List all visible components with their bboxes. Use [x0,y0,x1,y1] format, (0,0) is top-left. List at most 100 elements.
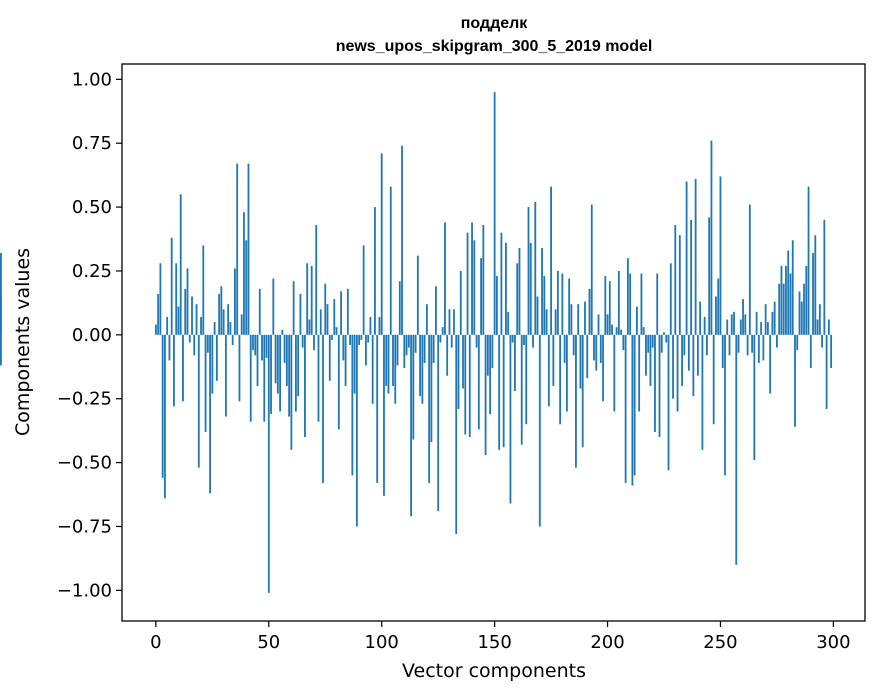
bar [588,288,591,335]
bar [394,334,397,404]
bar [358,334,361,346]
bar [527,207,530,335]
bar [818,304,821,335]
bar [694,178,697,335]
bar [484,334,487,455]
bars-group [0,92,833,593]
bar [803,283,805,335]
bar [258,288,261,335]
y-tick-label: 0.50 [72,197,112,218]
bar [554,309,557,335]
bar [164,334,166,499]
bar [746,334,749,356]
bar [423,334,426,363]
bar [821,334,823,348]
bar [602,334,604,402]
bar [297,334,300,397]
bar [281,329,284,335]
bar [663,332,665,335]
bar [683,334,686,356]
bar [206,334,209,353]
bar [342,334,345,361]
bar [283,334,286,363]
bar [435,286,437,335]
bar [728,334,731,356]
bar [328,334,331,381]
bar [575,334,577,468]
bar [315,224,318,335]
bar [762,334,765,361]
bar [371,334,374,404]
bar [755,311,758,335]
bar [769,334,772,394]
bar [161,334,164,478]
bar [498,334,501,450]
bar [234,268,236,335]
bar [326,304,329,335]
bar [550,186,552,335]
bar [505,242,507,335]
bar [789,273,792,335]
bar [166,316,169,335]
bar [340,291,342,335]
bar [243,212,245,335]
bar [645,334,647,376]
bar [252,334,254,351]
bar [676,334,679,412]
bar [475,334,478,348]
bar [179,194,182,335]
bar [319,309,322,335]
bar [631,334,634,486]
bar [322,334,324,484]
bar [794,334,796,427]
bar [222,309,225,335]
bar [337,334,340,430]
bar [349,334,351,346]
bar [464,334,467,435]
bar [760,322,763,335]
x-tick-label: 250 [703,632,737,653]
bar [538,334,541,527]
bar [776,334,778,348]
bar [520,334,523,445]
bar [374,207,376,335]
bar [771,311,774,335]
bar [367,334,370,343]
bar [177,306,180,335]
bar [355,334,358,527]
bar [414,334,417,353]
bar [184,288,187,335]
bar [712,334,715,425]
bar [489,334,492,415]
x-tick-label: 100 [365,632,399,653]
bar [213,322,216,335]
bar [0,296,2,335]
bar [730,314,733,335]
bar [437,334,440,512]
bar [453,309,455,335]
bar [218,293,221,335]
bar [823,219,826,335]
bar [572,334,575,356]
bar [473,240,476,335]
bar [301,334,304,348]
bar [748,204,751,335]
bar [685,181,688,335]
bar [439,334,442,343]
bar [288,334,291,417]
bar [782,283,785,335]
y-tick-label: −1.00 [57,580,112,601]
bar [224,334,227,417]
bar [306,263,309,335]
bar [267,334,270,593]
bar [509,334,512,504]
bar [247,163,250,335]
bar [593,334,595,361]
bar [441,327,444,335]
bar [757,334,760,363]
bar [378,316,381,335]
bar [744,314,747,335]
bar [313,334,315,351]
bar [690,219,693,335]
bar [681,334,683,386]
